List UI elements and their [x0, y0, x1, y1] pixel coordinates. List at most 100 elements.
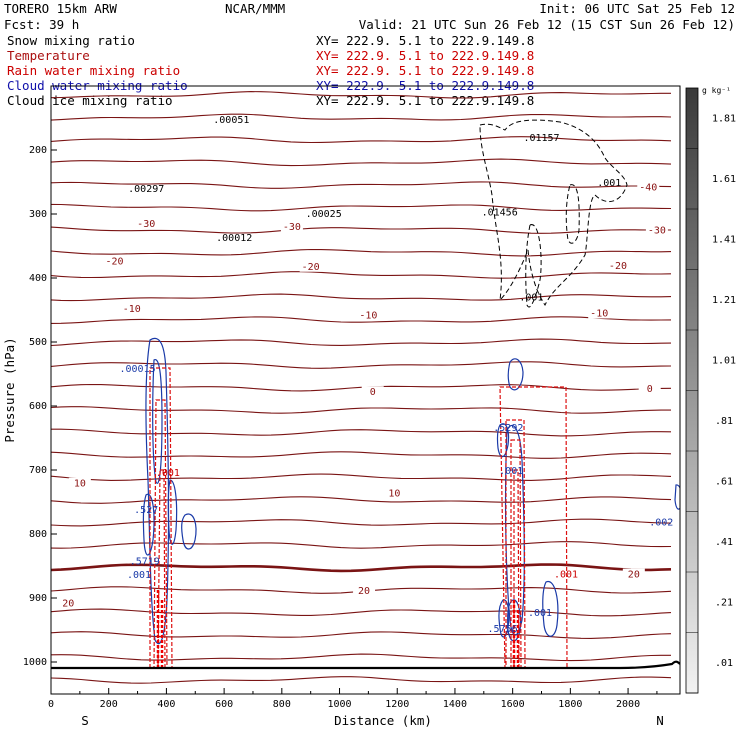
field-maximum-label: .00012 — [216, 233, 252, 244]
isotherm-label: -30 — [137, 219, 155, 230]
field-label-temperature: Temperature — [7, 48, 90, 63]
y-tick-label: 700 — [29, 465, 47, 476]
colorbar-label: .41 — [715, 537, 733, 548]
isotherm-label: -30 — [283, 222, 301, 233]
isotherm-label: 20 — [62, 598, 74, 609]
colorbar-label: 1.01 — [712, 355, 736, 366]
isotherm-line — [51, 496, 672, 504]
colorbar-label: 1.21 — [712, 295, 736, 306]
x-tick-label: 1800 — [558, 699, 582, 710]
isotherm-label-bg — [361, 386, 384, 398]
field-maximum-label: .001 — [528, 608, 552, 619]
field-maximum-label: .001 — [156, 468, 180, 479]
y-tick-label: 600 — [29, 401, 47, 412]
model-name: TORERO 15km ARW — [4, 1, 117, 16]
isotherm-label-bg — [638, 383, 661, 394]
isotherm-label-bg — [637, 181, 660, 193]
field-label-cloud-ice: Cloud ice mixing ratio — [7, 93, 173, 108]
field-maximum-label: .5756 — [487, 624, 517, 635]
isotherm-label: 0 — [647, 384, 653, 395]
colorbar-label: .61 — [715, 476, 733, 487]
isotherm-line — [51, 631, 672, 639]
x-tick-label: 1000 — [327, 699, 351, 710]
isotherm-label-bg — [120, 303, 143, 314]
isotherm-line — [51, 91, 671, 99]
cloud-ice-contours — [479, 119, 628, 308]
isotherm-line — [51, 608, 672, 617]
y-axis: 200 300 400 500 600 700 800 900 1000 — [23, 145, 57, 668]
isotherm-label-bg — [588, 307, 611, 319]
isotherm-line — [51, 203, 672, 212]
isotherm-label: 20 — [628, 570, 640, 581]
forecast-hour: Fcst: 39 h — [4, 17, 79, 32]
south-label: S — [81, 713, 89, 728]
x-tick-label: 1200 — [385, 699, 409, 710]
isotherm-label-bg — [57, 597, 80, 609]
colorbar-label: .21 — [715, 597, 733, 608]
init-time: Init: 06 UTC Sat 25 Feb 12 — [539, 1, 735, 16]
colorbar-label: 1.81 — [712, 113, 736, 124]
y-tick-label: 400 — [29, 273, 47, 284]
y-tick-label: 500 — [29, 337, 47, 348]
x-tick-label: 2000 — [616, 699, 640, 710]
isotherm-label-bg — [357, 309, 380, 321]
y-tick-label: 800 — [29, 529, 47, 540]
colorbar: .01 .21 .41 .61 .81 1.01 1.21 1.41 1.61 1.81 g kg… — [685, 86, 736, 694]
cloud-water-contours — [142, 337, 680, 645]
isotherm-line — [51, 338, 672, 347]
isotherm-label-bg — [299, 260, 322, 272]
colorbar-label: .81 — [715, 416, 733, 427]
field-xy-cloud-ice: XY= 222.9. 5.1 to 222.9.149.8 — [316, 93, 534, 108]
colorbar-label: 1.61 — [712, 174, 736, 185]
isotherm-label-bg — [280, 221, 303, 233]
y-tick-label: 1000 — [23, 657, 47, 668]
field-xy-rain: XY= 222.9. 5.1 to 222.9.149.8 — [316, 63, 534, 78]
isotherm-label: -30 — [648, 225, 666, 236]
isotherm-label: -20 — [609, 261, 627, 272]
field-label-rain: Rain water mixing ratio — [7, 63, 180, 78]
field-label-snow: Snow mixing ratio — [7, 33, 135, 48]
field-maximum-label: .001 — [519, 292, 543, 303]
isotherm-label: -20 — [105, 257, 123, 268]
isotherm-line — [51, 158, 672, 167]
isotherm-label: 10 — [74, 479, 86, 490]
field-maximum-label: .001 — [499, 466, 523, 477]
isotherm-line — [51, 316, 672, 324]
x-tick-label: 800 — [273, 699, 291, 710]
isotherm-label-bg — [68, 477, 91, 489]
isotherm-label-bg — [622, 568, 645, 580]
isotherm-label: -10 — [590, 308, 608, 319]
field-maximum-label: .001 — [127, 570, 151, 581]
x-axis: 0 200 400 600 800 1000 1200 1400 1600 1800 2000 — [48, 688, 658, 710]
field-maximum-label: .00051 — [213, 115, 249, 126]
valid-time: Valid: 21 UTC Sun 26 Feb 12 (15 CST Sun … — [359, 17, 735, 32]
isotherm-line — [51, 226, 671, 234]
plot-area: -40 -30 -30 -30 -20 -20 -20 -10 -10 -10 0 0 10 10 20 20… — [51, 91, 680, 684]
x-tick-label: 1600 — [501, 699, 525, 710]
north-label: N — [656, 713, 664, 728]
isotherm-line — [51, 181, 672, 189]
x-tick-label: 0 — [48, 699, 54, 710]
isotherm-line — [51, 248, 672, 257]
isotherm-label: 10 — [388, 488, 400, 499]
x-axis-label: Distance (km) — [334, 713, 432, 728]
colorbar-unit: g kg⁻¹ — [702, 86, 731, 95]
isotherm-label: 0 — [370, 387, 376, 398]
field-maximum-label: .5719 — [130, 557, 160, 568]
field-maximum-label: .00297 — [128, 184, 164, 195]
isotherm-label-bg — [606, 260, 629, 272]
isotherm-line — [51, 451, 672, 459]
field-maximum-label: .01157 — [523, 133, 559, 144]
y-tick-label: 900 — [29, 593, 47, 604]
field-maximum-label: .00025 — [306, 209, 342, 220]
isotherm-label-bg — [383, 487, 406, 499]
isotherm-line — [51, 136, 672, 144]
isotherm-line — [51, 271, 672, 279]
isotherm-label-bg — [103, 255, 126, 267]
isotherm-line — [51, 113, 672, 121]
field-xy-temperature: XY= 222.9. 5.1 to 222.9.149.8 — [316, 48, 534, 63]
field-xy-snow: XY= 222.9. 5.1 to 222.9.149.8 — [316, 33, 534, 48]
y-tick-label: 300 — [29, 209, 47, 220]
isotherm-line — [51, 383, 672, 392]
